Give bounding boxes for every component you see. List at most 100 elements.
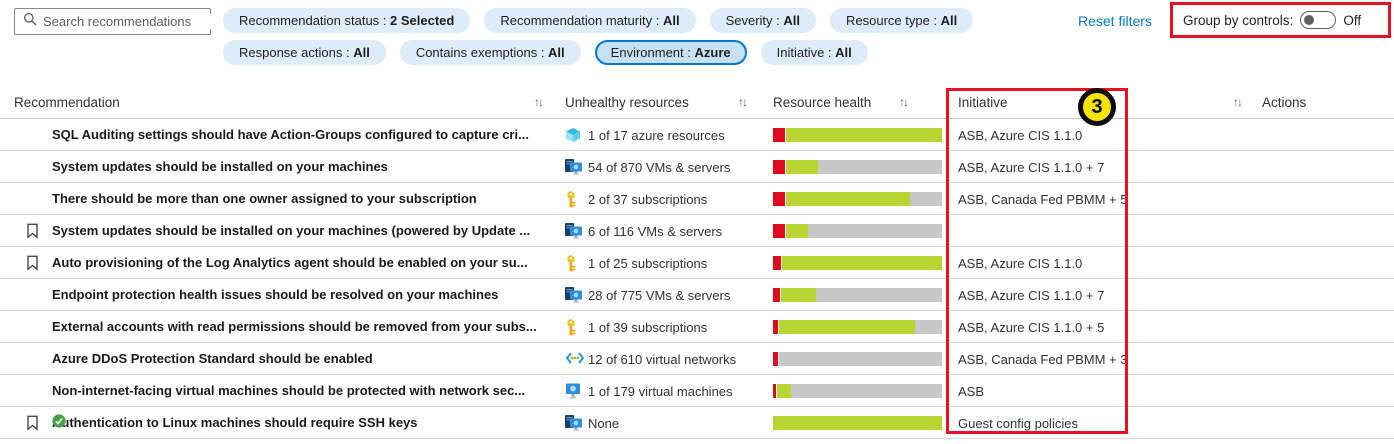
recommendation-title[interactable]: Non-internet-facing virtual machines sho… [52, 383, 526, 398]
initiative-cell: ASB, Canada Fed PBMM + 5 [958, 192, 1128, 207]
bar-segment-red [773, 288, 780, 302]
bar-segment-green [773, 416, 942, 430]
initiative-cell: ASB, Canada Fed PBMM + 3 [958, 352, 1128, 367]
group-by-label: Group by controls: [1183, 12, 1294, 28]
table-row[interactable]: System updates should be installed on yo… [0, 215, 1394, 247]
recommendation-title[interactable]: Auto provisioning of the Log Analytics a… [52, 255, 528, 270]
bar-segment-green [780, 288, 816, 302]
bookmark-icon[interactable] [26, 223, 39, 244]
vnet-icon [565, 351, 585, 370]
filter-pill-value: All [783, 13, 800, 28]
healthy-check-icon [52, 414, 66, 431]
column-header-unhealthy-resources[interactable]: Unhealthy resources [565, 95, 689, 110]
filter-pill-severity[interactable]: Severity : All [709, 8, 816, 33]
bar-segment-red [773, 256, 782, 270]
bar-segment-gray [815, 288, 942, 302]
bar-segment-green [785, 224, 808, 238]
filter-pill-resource-type[interactable]: Resource type : All [829, 8, 974, 33]
filter-pill-recommendation-status[interactable]: Recommendation status : 2 Selected [223, 8, 471, 33]
initiative-cell: ASB, Azure CIS 1.1.0 [958, 256, 1083, 271]
table-row[interactable]: There should be more than one owner assi… [0, 183, 1394, 215]
filter-pill-row-2: Response actions : All Contains exemption… [223, 40, 868, 65]
filter-pill-value: 2 Selected [390, 13, 455, 28]
filter-pill-environment[interactable]: Environment : Azure [594, 40, 747, 65]
bar-segment-red [773, 224, 785, 238]
table-row[interactable]: Endpoint protection health issues should… [0, 279, 1394, 311]
sort-icon-unhealthy-resources[interactable]: ↑↓ [738, 95, 748, 109]
table-header: Recommendation ↑↓ Unhealthy resources ↑↓… [0, 88, 1394, 119]
filter-pill-contains-exemptions[interactable]: Contains exemptions : All [399, 40, 581, 65]
initiative-cell: ASB [958, 384, 985, 399]
filter-pill-response-actions[interactable]: Response actions : All [223, 40, 386, 65]
recommendation-title[interactable]: External accounts with read permissions … [52, 319, 537, 334]
bookmark-icon[interactable] [26, 415, 39, 436]
filter-pill-label: Initiative : [776, 45, 836, 60]
filter-pill-value: All [548, 45, 565, 60]
filter-pill-label: Resource type : [845, 13, 941, 28]
filter-pill-label: Contains exemptions : [415, 45, 549, 60]
initiative-cell: ASB, Azure CIS 1.1.0 + 5 [958, 320, 1105, 335]
table-row[interactable]: SQL Auditing settings should have Action… [0, 119, 1394, 151]
recommendation-title[interactable]: There should be more than one owner assi… [52, 191, 477, 206]
resource-health-bar [773, 320, 942, 334]
filter-pill-initiative[interactable]: Initiative : All [760, 40, 868, 65]
bookmark-icon[interactable] [26, 255, 39, 276]
resource-health-bar [773, 192, 942, 206]
bar-segment-gray [915, 320, 942, 334]
initiative-cell: ASB, Azure CIS 1.1.0 + 7 [958, 160, 1105, 175]
azure-resource-icon [565, 127, 581, 148]
sort-icon-recommendation[interactable]: ↑↓ [534, 95, 544, 109]
filter-pill-label: Environment : [610, 45, 695, 60]
recommendation-title[interactable]: System updates should be installed on yo… [52, 159, 388, 174]
search-input[interactable] [43, 14, 219, 29]
filter-pill-label: Recommendation status : [239, 13, 391, 28]
sort-icon-initiative[interactable]: ↑↓ [1233, 95, 1243, 109]
filter-pill-row-1: Recommendation status : 2 Selected Recomm… [223, 8, 974, 33]
search-box[interactable] [14, 8, 219, 35]
initiative-cell: Guest config policies [958, 416, 1078, 431]
unhealthy-count: None [588, 416, 620, 431]
table-row[interactable]: Auto provisioning of the Log Analytics a… [0, 247, 1394, 279]
key-icon [565, 191, 577, 213]
reset-filters-link[interactable]: Reset filters [1078, 13, 1152, 29]
column-header-recommendation[interactable]: Recommendation [14, 95, 120, 110]
filter-pill-value: Azure [694, 45, 731, 60]
group-by-annotation-box: Group by controls: Off [1170, 2, 1391, 38]
resource-health-bar [773, 288, 942, 302]
bar-segment-green [777, 384, 791, 398]
table-row[interactable]: External accounts with read permissions … [0, 311, 1394, 343]
group-by-toggle[interactable] [1300, 11, 1337, 29]
filter-pill-label: Severity : [725, 13, 784, 28]
recommendation-title[interactable]: Azure DDoS Protection Standard should be… [52, 351, 373, 366]
sort-icon-resource-health[interactable]: ↑↓ [899, 95, 909, 109]
filter-pill-label: Recommendation maturity : [500, 13, 663, 28]
unhealthy-count: 1 of 39 subscriptions [588, 320, 708, 335]
resource-health-bar [773, 384, 942, 398]
vm-icon [565, 383, 581, 404]
toggle-knob [1304, 15, 1315, 25]
initiative-cell: ASB, Azure CIS 1.1.0 [958, 128, 1083, 143]
table-row[interactable]: Azure DDoS Protection Standard should be… [0, 343, 1394, 375]
column-header-resource-health[interactable]: Resource health [773, 95, 872, 110]
bar-segment-red [773, 128, 785, 142]
recommendation-title[interactable]: System updates should be installed on yo… [52, 223, 531, 238]
unhealthy-count: 1 of 179 virtual machines [588, 384, 733, 399]
recommendation-title[interactable]: SQL Auditing settings should have Action… [52, 127, 529, 142]
filter-pill-label: Response actions : [239, 45, 354, 60]
table-row[interactable]: Non-internet-facing virtual machines sho… [0, 375, 1394, 407]
bar-segment-red [773, 320, 779, 334]
table-row[interactable]: Authentication to Linux machines should … [0, 407, 1394, 439]
column-header-actions[interactable]: Actions [1262, 95, 1307, 110]
bar-segment-gray [807, 224, 943, 238]
table-body: SQL Auditing settings should have Action… [0, 119, 1394, 439]
resource-health-bar [773, 128, 942, 142]
table-row[interactable]: System updates should be installed on yo… [0, 151, 1394, 183]
recommendation-title[interactable]: Endpoint protection health issues should… [52, 287, 499, 302]
filter-pill-value: All [835, 45, 852, 60]
filter-pill-recommendation-maturity[interactable]: Recommendation maturity : All [484, 8, 696, 33]
column-header-initiative[interactable]: Initiative [958, 95, 1008, 110]
recommendation-title[interactable]: Authentication to Linux machines should … [52, 414, 418, 431]
key-icon [565, 255, 577, 277]
unhealthy-count: 1 of 17 azure resources [588, 128, 725, 143]
filter-pill-value: All [940, 13, 958, 28]
